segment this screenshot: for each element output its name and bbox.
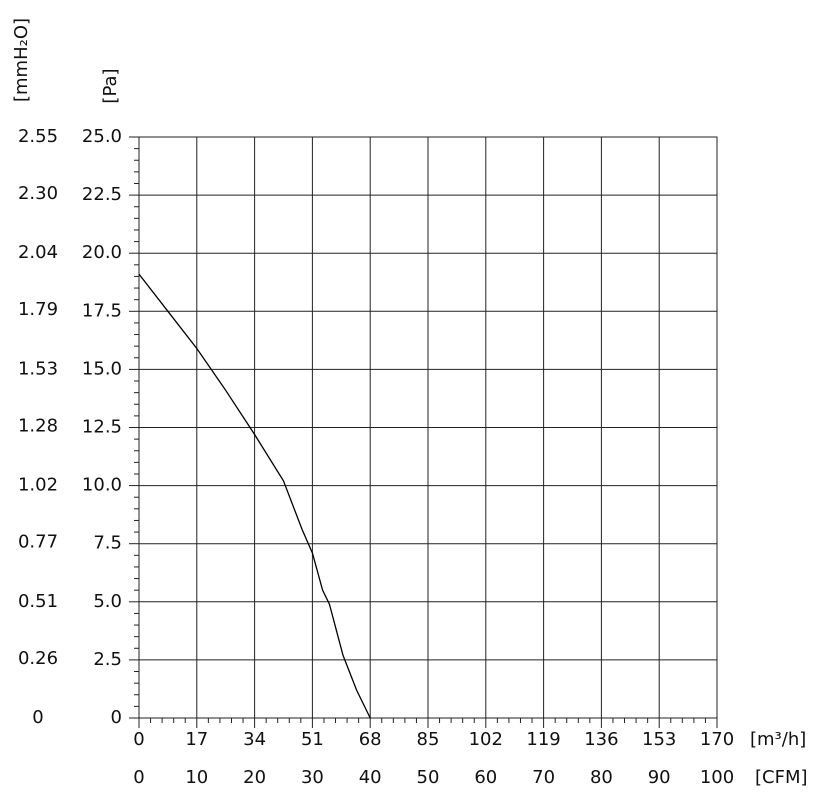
y-tick-label: 7.5 [93, 533, 122, 554]
y-axis-label: [Pa] [100, 68, 121, 103]
x2-tick-label: 60 [474, 767, 497, 788]
x2-axis-label: [CFM] [755, 767, 808, 788]
y2-tick-label: 0.51 [18, 591, 58, 612]
x2-tick-label: 30 [301, 767, 324, 788]
y-tick-label: 25.0 [82, 126, 122, 147]
y-tick-label: 0 [111, 707, 122, 728]
y-tick-label: 15.0 [82, 358, 122, 379]
x2-tick-label: 70 [532, 767, 555, 788]
y2-tick-label: 0 [32, 707, 43, 728]
x-tick-label: 119 [526, 729, 560, 750]
x2-tick-label: 90 [648, 767, 671, 788]
y-tick-label: 10.0 [82, 475, 122, 496]
y2-tick-label: 0.77 [18, 532, 58, 553]
y-tick-label: 20.0 [82, 242, 122, 263]
y2-tick-label: 0.26 [18, 648, 58, 669]
y2-tick-label: 1.79 [18, 299, 58, 320]
x-tick-label: 17 [185, 729, 208, 750]
y-tick-label: 12.5 [82, 417, 122, 438]
x2-tick-label: 100 [700, 767, 734, 788]
y2-axis-label: [mmH₂O] [11, 18, 32, 102]
x2-tick-label: 40 [359, 767, 382, 788]
x2-tick-label: 20 [243, 767, 266, 788]
x-axis-label: [m³/h] [750, 729, 806, 750]
x-tick-label: 0 [133, 729, 144, 750]
y-tick-label: 2.5 [93, 649, 122, 670]
x-tick-label: 136 [584, 729, 618, 750]
x2-tick-label: 50 [417, 767, 440, 788]
y2-tick-label: 1.53 [18, 358, 58, 379]
x2-tick-label: 10 [185, 767, 208, 788]
x-tick-label: 170 [700, 729, 734, 750]
y2-tick-label: 1.02 [18, 475, 58, 496]
y2-tick-label: 2.55 [18, 126, 58, 147]
x-tick-label: 102 [469, 729, 503, 750]
x-tick-label: 51 [301, 729, 324, 750]
y-tick-label: 22.5 [82, 184, 122, 205]
x-tick-label: 153 [642, 729, 676, 750]
x2-tick-label: 0 [133, 767, 144, 788]
x-tick-label: 68 [359, 729, 382, 750]
curve [138, 273, 371, 719]
x2-tick-label: 80 [590, 767, 613, 788]
y2-tick-label: 2.04 [18, 242, 58, 263]
y-tick-label: 5.0 [93, 591, 122, 612]
x-tick-label: 85 [417, 729, 440, 750]
plot-frame [138, 136, 718, 719]
y-tick-label: 17.5 [82, 300, 122, 321]
y2-tick-label: 1.28 [18, 415, 58, 436]
y2-tick-label: 2.30 [18, 183, 58, 204]
x-tick-label: 34 [243, 729, 266, 750]
